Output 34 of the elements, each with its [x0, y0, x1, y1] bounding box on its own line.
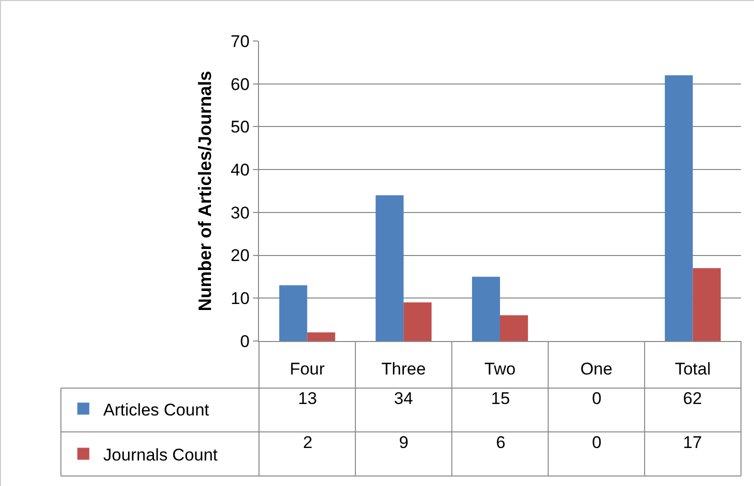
- bar: [500, 315, 528, 341]
- y-tick-label: 50: [230, 118, 250, 137]
- y-axis-title: Number of Articles/Journals: [194, 70, 215, 312]
- y-tick-label: 20: [230, 246, 250, 266]
- legend-label: Journals Count: [103, 445, 218, 464]
- bar: [376, 195, 404, 341]
- x-tick-label: Two: [484, 359, 516, 378]
- y-tick-label: 60: [230, 74, 250, 94]
- y-tick-label: 0: [240, 332, 250, 351]
- bar: [692, 268, 721, 341]
- bar: [664, 75, 693, 341]
- bar: [307, 332, 336, 341]
- data-label: 2: [303, 433, 312, 452]
- bar: [472, 276, 500, 341]
- data-label: 0: [592, 389, 602, 408]
- bar: [279, 285, 308, 341]
- y-tick-label: 10: [230, 289, 250, 308]
- data-label: 62: [683, 389, 702, 408]
- data-label: 34: [394, 389, 413, 408]
- y-tick-label: 40: [230, 160, 250, 180]
- legend-label: Articles Count: [103, 400, 210, 420]
- x-tick-label: Total: [674, 359, 711, 378]
- x-tick-label: Three: [381, 359, 426, 378]
- bar: [404, 302, 432, 341]
- data-label: 6: [496, 433, 506, 452]
- data-label: 9: [399, 433, 408, 452]
- data-label: 13: [298, 389, 317, 408]
- data-label: 17: [683, 433, 702, 452]
- x-tick-label: One: [580, 359, 612, 378]
- data-label: 0: [592, 433, 602, 452]
- x-tick-label: Four: [290, 359, 326, 378]
- y-tick-label: 30: [230, 203, 250, 222]
- y-tick-label: 70: [230, 32, 250, 51]
- data-label: 15: [491, 389, 510, 408]
